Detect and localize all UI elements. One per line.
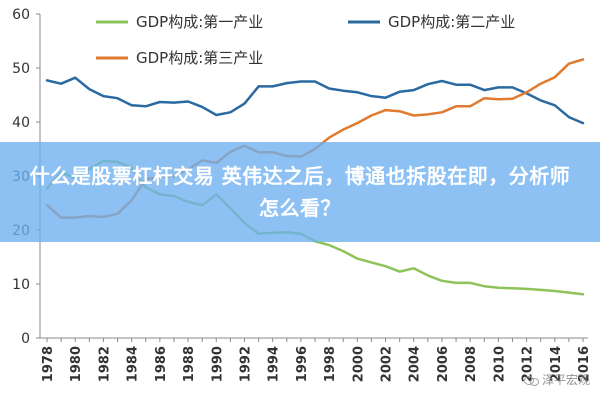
x-tick-label: 1982 xyxy=(97,346,112,382)
x-tick-label: 2014 xyxy=(549,346,564,382)
x-tick-label: 1996 xyxy=(295,346,310,382)
x-tick-label: 1994 xyxy=(267,346,282,382)
x-tick-label: 2004 xyxy=(408,346,423,382)
headline-banner[interactable]: 什么是股票杠杆交易 英伟达之后，博通也拆股在即，分析师怎么看？ xyxy=(0,142,600,242)
watermark-text: 泽平宏观 xyxy=(541,373,590,387)
x-tick-label: 1988 xyxy=(182,346,197,382)
x-tick-label: 1998 xyxy=(323,346,338,382)
y-tick-label: 40 xyxy=(12,115,30,131)
x-tick-label: 1986 xyxy=(154,346,169,382)
x-tick-label: 2010 xyxy=(492,346,507,382)
legend-label: GDP构成:第三产业 xyxy=(136,49,263,67)
x-tick-label: 2002 xyxy=(380,346,395,382)
chart-legend: GDP构成:第一产业 GDP构成:第二产业 GDP构成:第三产业 xyxy=(96,13,515,67)
headline-text[interactable]: 什么是股票杠杆交易 英伟达之后，博通也拆股在即，分析师怎么看？ xyxy=(29,164,571,220)
watermark: 泽平宏观 xyxy=(523,371,590,388)
legend-label: GDP构成:第二产业 xyxy=(388,13,515,31)
x-tick-label: 1992 xyxy=(238,346,253,382)
x-tick-label: 1984 xyxy=(126,346,141,382)
legend-label: GDP构成:第一产业 xyxy=(136,13,263,31)
wechat-icon xyxy=(523,375,539,386)
y-tick-label: 0 xyxy=(21,331,30,347)
y-tick-label: 60 xyxy=(12,7,30,23)
x-tick-label: 1990 xyxy=(210,346,225,382)
x-tick-label: 2016 xyxy=(577,346,592,382)
x-tick-label: 2012 xyxy=(521,346,536,382)
y-tick-label: 50 xyxy=(12,61,30,77)
x-tick-label: 2000 xyxy=(351,346,366,382)
x-tick-label: 2008 xyxy=(464,346,479,382)
y-tick-label: 10 xyxy=(12,277,30,293)
x-tick-label: 1980 xyxy=(69,346,84,382)
series-line-2 xyxy=(45,76,585,125)
x-tick-label: 2006 xyxy=(436,346,451,382)
x-tick-label: 1978 xyxy=(41,346,56,382)
